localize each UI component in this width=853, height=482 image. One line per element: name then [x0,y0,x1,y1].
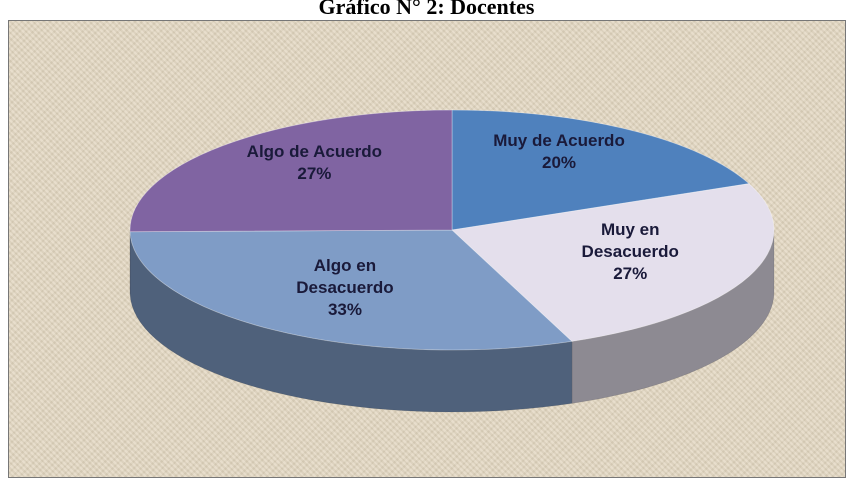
chart-title: Gráfico N° 2: Docentes [318,0,535,19]
pie-slice [129,229,573,351]
value-label: 33% [327,299,362,319]
category-label: Algo en Desacuerdo [296,255,394,297]
value-label: 27% [297,163,332,183]
pie-slice [129,109,453,233]
slice-label: Muy de Acuerdo 20% [484,130,634,174]
slice-label: Muy en Desacuerdo 27% [555,219,705,285]
slice-label: Algo de Acuerdo 27% [239,141,389,185]
pie-slice [451,183,775,342]
pie-slice [451,109,750,231]
category-label: Muy de Acuerdo [493,131,625,151]
category-label: Muy en Desacuerdo [581,219,679,261]
value-label: 27% [613,263,648,283]
category-label: Algo de Acuerdo [246,141,383,161]
slice-label: Algo en Desacuerdo 33% [270,255,420,321]
value-label: 20% [542,153,577,173]
